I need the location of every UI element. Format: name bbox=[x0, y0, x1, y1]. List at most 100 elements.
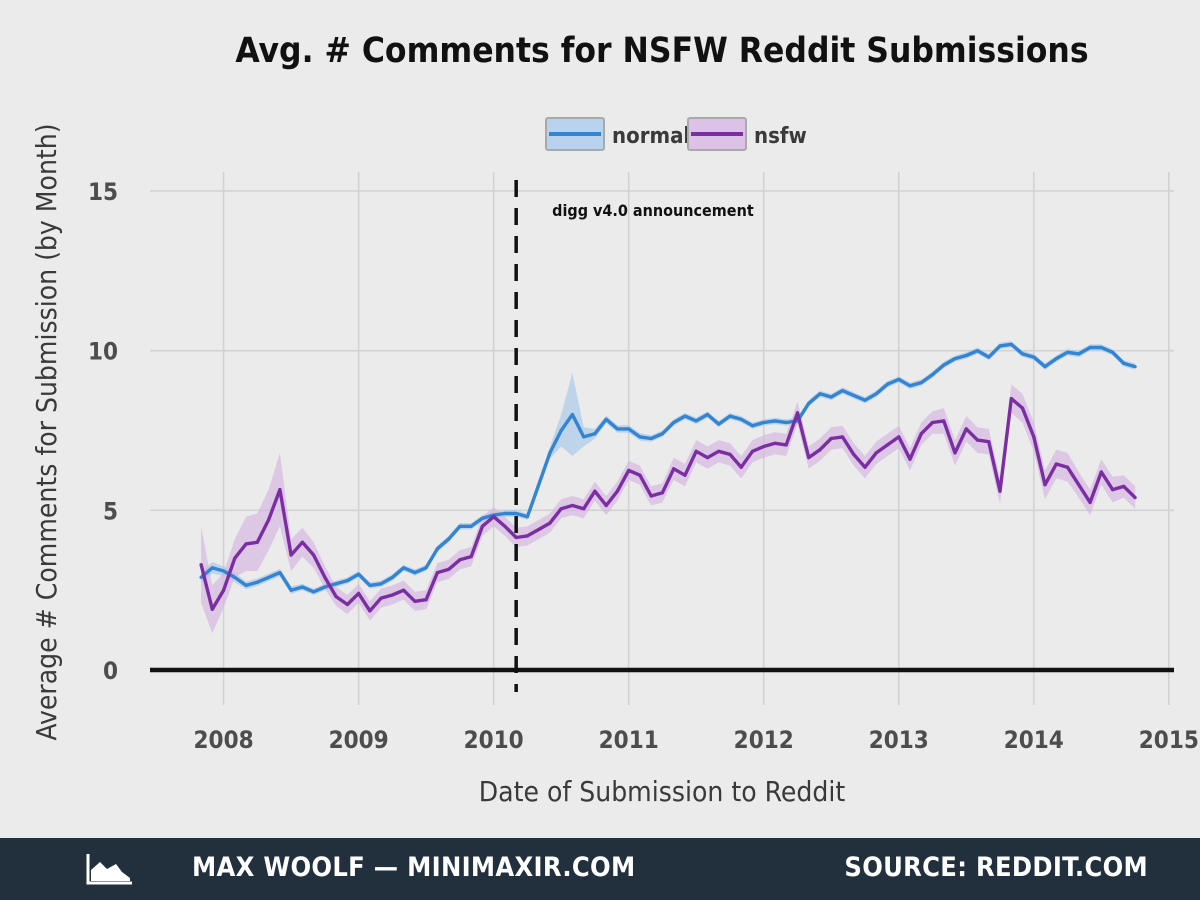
data-point-normal bbox=[413, 571, 417, 575]
data-point-nsfw bbox=[987, 440, 991, 444]
data-point-nsfw bbox=[784, 443, 788, 447]
data-point-normal bbox=[840, 389, 845, 393]
data-point-nsfw bbox=[930, 420, 935, 425]
data-point-normal bbox=[548, 451, 552, 455]
line-nsfw bbox=[199, 396, 1137, 613]
data-point-nsfw bbox=[233, 556, 237, 560]
data-point-nsfw bbox=[1043, 483, 1047, 487]
data-point-nsfw bbox=[537, 527, 541, 532]
data-point-nsfw bbox=[739, 465, 743, 469]
data-point-normal bbox=[1122, 361, 1126, 365]
data-point-nsfw bbox=[638, 473, 642, 477]
confidence-bands bbox=[201, 341, 1136, 634]
data-point-normal bbox=[559, 428, 563, 433]
data-point-normal bbox=[987, 355, 991, 359]
x-tick-label: 2010 bbox=[464, 726, 524, 754]
data-point-normal bbox=[1111, 350, 1115, 354]
data-point-nsfw bbox=[458, 558, 462, 562]
y-tick-label: 15 bbox=[88, 178, 118, 206]
data-point-normal bbox=[525, 515, 530, 519]
data-point-normal bbox=[649, 436, 653, 441]
data-point-nsfw bbox=[627, 468, 631, 472]
footer-source: SOURCE: REDDIT.COM bbox=[844, 852, 1148, 883]
data-point-normal bbox=[930, 373, 935, 377]
data-point-normal bbox=[615, 427, 620, 431]
tick-labels: 0 5 10 15 2008 2009 2010 2011 2012 2013 2014 2015 bbox=[88, 178, 1199, 754]
data-point-nsfw bbox=[604, 503, 608, 508]
data-point-nsfw bbox=[278, 488, 282, 492]
data-point-normal bbox=[1099, 345, 1103, 350]
data-point-normal bbox=[998, 344, 1002, 348]
data-point-normal bbox=[818, 392, 822, 396]
legend-label-normal: normal bbox=[612, 124, 690, 149]
data-point-nsfw bbox=[1009, 397, 1013, 401]
data-point-nsfw bbox=[807, 456, 811, 460]
line-normal bbox=[199, 342, 1136, 594]
data-point-normal bbox=[683, 414, 687, 418]
data-point-normal bbox=[402, 566, 406, 570]
data-point-nsfw bbox=[255, 540, 259, 544]
data-point-normal bbox=[379, 582, 383, 586]
data-point-normal bbox=[942, 363, 946, 367]
points-normal bbox=[199, 342, 1137, 594]
data-point-nsfw bbox=[210, 607, 214, 611]
data-point-nsfw bbox=[1020, 406, 1025, 410]
data-point-nsfw bbox=[1099, 470, 1103, 474]
data-point-nsfw bbox=[874, 451, 878, 455]
data-point-nsfw bbox=[998, 489, 1002, 493]
data-point-nsfw bbox=[717, 449, 721, 453]
annotation-group: digg v4.0 announcement bbox=[514, 180, 754, 692]
legend-label-nsfw: nsfw bbox=[754, 124, 807, 149]
footer-author: MAX WOOLF — MINIMAXIR.COM bbox=[192, 852, 636, 883]
y-axis-title: Average # Comments for Submission (by Mo… bbox=[30, 123, 63, 740]
data-point-nsfw bbox=[480, 524, 484, 528]
data-point-normal bbox=[469, 524, 473, 528]
area-chart-logo-icon bbox=[86, 854, 132, 885]
data-point-nsfw bbox=[447, 567, 451, 572]
data-point-normal bbox=[255, 580, 259, 584]
chart-title: Avg. # Comments for NSFW Reddit Submissi… bbox=[235, 31, 1088, 71]
data-point-normal bbox=[852, 393, 856, 397]
data-point-nsfw bbox=[199, 563, 203, 567]
chart: Avg. # Comments for NSFW Reddit Submissi… bbox=[30, 31, 1199, 808]
data-point-nsfw bbox=[413, 599, 417, 603]
data-point-nsfw bbox=[357, 591, 361, 596]
data-point-normal bbox=[1065, 350, 1070, 354]
data-point-normal bbox=[964, 353, 968, 358]
data-point-normal bbox=[267, 575, 271, 580]
data-point-nsfw bbox=[570, 503, 575, 508]
data-point-nsfw bbox=[323, 575, 327, 580]
data-point-normal bbox=[807, 401, 811, 405]
data-point-nsfw bbox=[818, 448, 822, 452]
data-point-nsfw bbox=[660, 491, 665, 495]
data-point-nsfw bbox=[942, 419, 946, 423]
data-point-normal bbox=[390, 575, 394, 580]
annotation-label: digg v4.0 announcement bbox=[552, 201, 754, 220]
points-nsfw bbox=[199, 397, 1137, 613]
data-point-normal bbox=[278, 571, 282, 575]
data-point-nsfw bbox=[964, 427, 968, 431]
data-point-nsfw bbox=[705, 456, 710, 460]
data-point-normal bbox=[503, 511, 507, 516]
x-tick-label: 2013 bbox=[869, 726, 929, 754]
data-point-nsfw bbox=[1054, 462, 1058, 466]
data-point-normal bbox=[1088, 345, 1092, 350]
data-point-normal bbox=[717, 422, 721, 426]
data-point-nsfw bbox=[762, 444, 766, 449]
data-point-nsfw bbox=[672, 467, 676, 471]
data-point-normal bbox=[289, 588, 293, 592]
data-point-nsfw bbox=[975, 438, 980, 442]
data-point-normal bbox=[1009, 342, 1013, 346]
data-point-normal bbox=[694, 419, 698, 423]
data-point-nsfw bbox=[885, 443, 890, 447]
data-point-nsfw bbox=[840, 435, 845, 439]
data-point-normal bbox=[368, 583, 372, 588]
data-point-normal bbox=[863, 398, 867, 402]
footer-bar: MAX WOOLF — MINIMAXIR.COM SOURCE: REDDIT… bbox=[0, 838, 1200, 900]
data-point-nsfw bbox=[750, 449, 755, 453]
data-point-nsfw bbox=[379, 596, 383, 600]
data-point-normal bbox=[1020, 352, 1025, 356]
data-point-normal bbox=[908, 384, 912, 388]
data-point-nsfw bbox=[593, 489, 597, 493]
data-point-nsfw bbox=[615, 489, 620, 493]
